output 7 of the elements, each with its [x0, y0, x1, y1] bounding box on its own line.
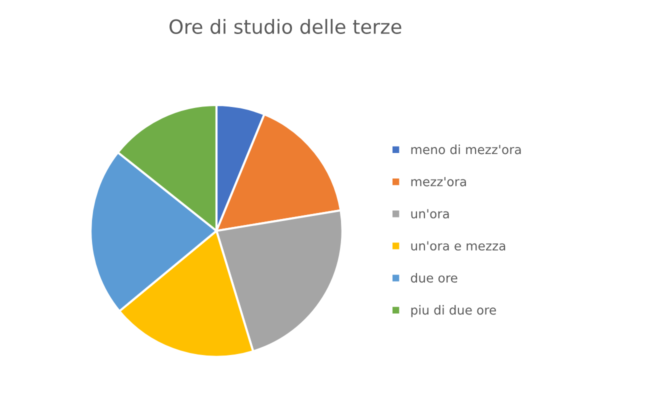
- legend-label: due ore: [410, 272, 458, 283]
- legend-label: mezz'ora: [411, 177, 466, 186]
- chart-title: Ore di studio delle terze: [170, 18, 402, 34]
- legend-label: un'ora: [411, 209, 449, 218]
- legend-label: meno di mezz'ora: [411, 144, 521, 154]
- legend-label: un'ora e mezza: [411, 241, 506, 251]
- legend-label: piu di due ore: [411, 305, 496, 318]
